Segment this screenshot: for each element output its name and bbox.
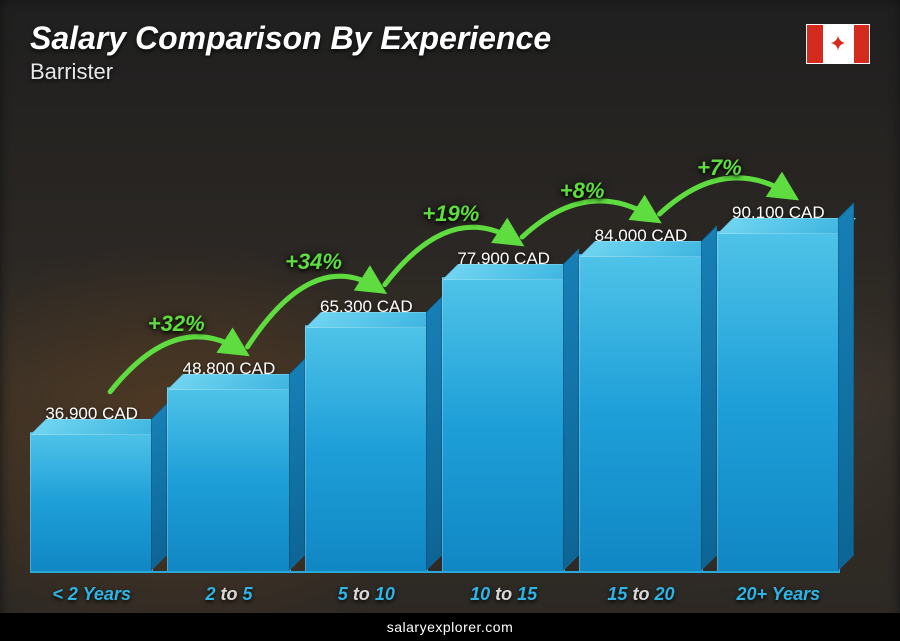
bar [30, 432, 153, 571]
maple-leaf-icon: ✦ [829, 33, 847, 55]
footer: salaryexplorer.com [0, 613, 900, 641]
bar [717, 231, 840, 571]
flag-band-center: ✦ [823, 25, 854, 63]
x-axis-label: 5 to 10 [305, 584, 428, 605]
x-axis-labels: < 2 Years 2 to 5 5 to 10 10 to 15 15 to 20 20… [30, 584, 840, 605]
bar-group: 48,800 CAD [167, 359, 290, 571]
bar-group: 90,100 CAD [717, 203, 840, 571]
x-axis-label: < 2 Years [30, 584, 153, 605]
bar-group: 36,900 CAD [30, 404, 153, 571]
growth-arc-label: +32% [148, 311, 205, 337]
x-axis-label: 10 to 15 [442, 584, 565, 605]
bar-group: 65,300 CAD [305, 297, 428, 571]
x-axis-label: 15 to 20 [579, 584, 702, 605]
growth-arc-label: +34% [285, 249, 342, 275]
chart-baseline [30, 571, 840, 573]
bar [305, 325, 428, 571]
chart-title: Salary Comparison By Experience [30, 20, 870, 57]
growth-arc-label: +7% [697, 155, 742, 181]
header: Salary Comparison By Experience Barriste… [30, 20, 870, 85]
growth-arc-label: +8% [560, 178, 605, 204]
bar [579, 254, 702, 571]
chart-subtitle: Barrister [30, 59, 870, 85]
flag-band-left [807, 25, 823, 63]
country-flag-canada: ✦ [806, 24, 870, 64]
bar [442, 277, 565, 571]
footer-text: salaryexplorer.com [387, 619, 514, 635]
growth-arc-label: +19% [422, 201, 479, 227]
x-axis-label: 2 to 5 [167, 584, 290, 605]
bar-group: 77,900 CAD [442, 249, 565, 571]
chart-area: 36,900 CAD48,800 CAD65,300 CAD77,900 CAD… [30, 121, 840, 571]
bar [167, 387, 290, 571]
flag-band-right [854, 25, 870, 63]
bar-group: 84,000 CAD [579, 226, 702, 571]
x-axis-label: 20+ Years [717, 584, 840, 605]
